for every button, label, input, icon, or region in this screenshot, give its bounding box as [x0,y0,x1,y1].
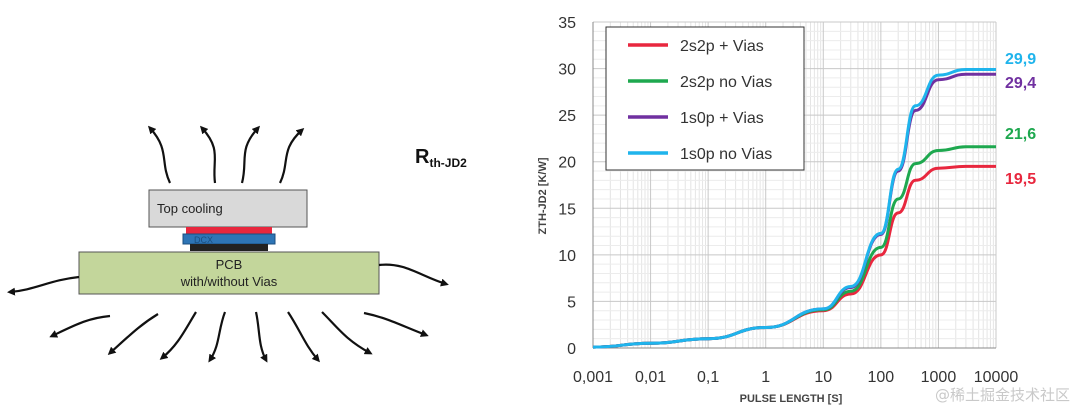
top-cooling-block [148,189,308,228]
heat-flow-arrows-side [7,263,449,296]
y-tick-label: 5 [567,294,576,311]
rth-label-main: R [415,146,430,168]
chip-leads [190,244,268,251]
arrow-down-3 [159,311,197,360]
arrow-down-1 [49,314,111,338]
y-tick-label: 35 [558,15,576,32]
x-tick-label: 1000 [921,369,957,386]
y-axis-label: ZTH-JD2 [K/W] [537,157,549,234]
y-tick-label: 10 [558,248,576,265]
series-end-label: 29,4 [1005,75,1036,92]
rth-label-sub: th-JD2 [429,156,467,170]
heat-flow-arrows-up [147,125,305,184]
pcb-block [78,251,380,295]
pcb-label-line1: PCB [216,257,243,272]
watermark: @稀土掘金技术社区 [934,386,1070,404]
x-tick-label: 100 [868,369,895,386]
axes [592,22,996,349]
y-tick-label: 30 [558,62,576,79]
legend-entry: 1s0p + Vias [680,110,764,127]
pcb-label-line2: with/without Vias [180,274,278,289]
thermal-diagram: Top cooling DCX PCB with/without Vias [7,125,467,363]
series-end-label: 21,6 [1005,126,1036,143]
legend-entry: 1s0p no Vias [680,146,772,163]
x-tick-label: 1 [761,369,770,386]
y-tick-label: 15 [558,201,576,218]
arrow-up-2 [199,125,217,184]
y-tick-label: 25 [558,108,576,125]
top-cooling-label: Top cooling [157,201,223,216]
arrow-down-4 [208,311,227,363]
legend: 2s2p + Vias 2s2p no Vias 1s0p + Vias 1s0p n… [605,26,805,171]
series-end-label: 29,9 [1005,51,1036,68]
chip-top-layer [186,227,272,234]
x-tick-label: 0,001 [573,369,613,386]
x-axis-label: PULSE LENGTH [S] [740,393,843,405]
arrow-down-7 [321,311,373,355]
x-tick-label: 0,1 [697,369,719,386]
arrow-left [7,275,80,296]
y-tick-labels: 0 5 10 15 20 25 30 35 [558,15,576,358]
zth-chart: 0,001 0,01 0,1 1 10 100 1000 10000 0 5 10 15 20 25 30… [537,15,1036,405]
x-tick-label: 0,01 [635,369,666,386]
y-tick-label: 0 [567,341,576,358]
x-tick-label: 10 [814,369,832,386]
heat-flow-arrows-down [49,311,429,363]
legend-entry: 2s2p no Vias [680,74,772,91]
arrow-up-1 [147,125,171,184]
x-tick-labels: 0,001 0,01 0,1 1 10 100 1000 10000 [573,369,1018,386]
arrow-down-5 [254,311,268,363]
series-end-label: 19,5 [1005,171,1036,188]
arrow-down-2 [107,313,159,356]
legend-entry: 2s2p + Vias [680,38,764,55]
arrow-down-6 [287,311,320,363]
x-tick-label: 10000 [974,369,1019,386]
arrow-up-3 [240,125,261,184]
chip-label: DCX [194,235,213,245]
arrow-right [378,263,449,287]
series-lines [592,68,996,349]
legend-box [605,26,805,171]
rth-label: Rth-JD2 [415,146,467,170]
arrow-down-8 [363,311,429,337]
y-tick-label: 20 [558,155,576,172]
series-line [592,68,996,349]
arrow-up-4 [279,127,305,184]
end-value-labels: 19,5 21,6 29,4 29,9 [1005,51,1036,188]
